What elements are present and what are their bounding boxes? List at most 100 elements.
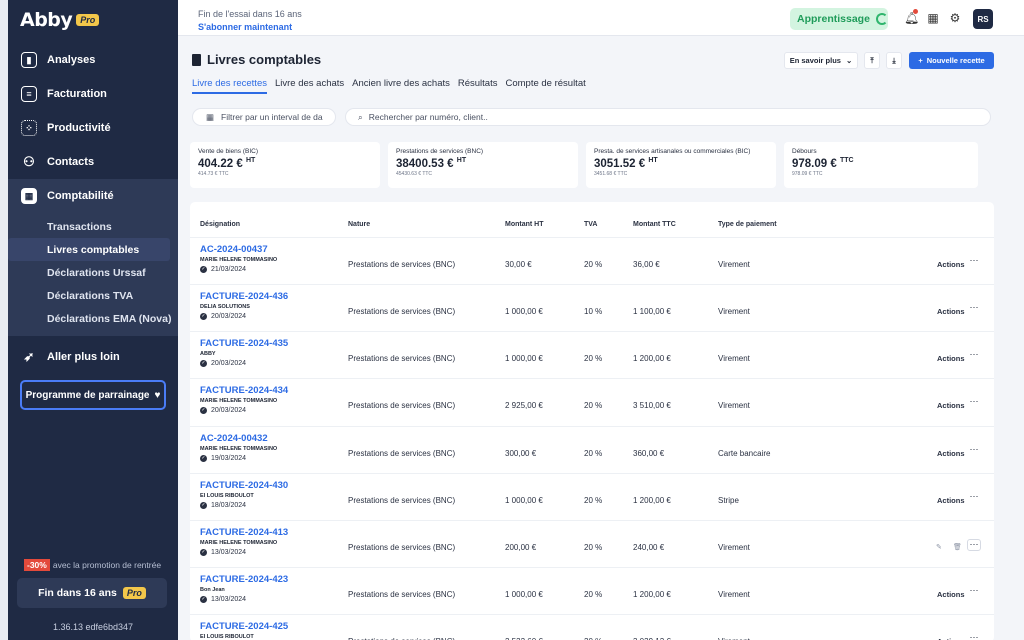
row-amount-ttc: 240,00 € xyxy=(633,543,665,552)
card-label: Vente de biens (BIC) xyxy=(198,148,258,155)
more-icon[interactable]: ⋯ xyxy=(969,255,979,265)
more-icon[interactable]: ⋯ xyxy=(969,396,979,406)
calendar-icon[interactable]: ▦ xyxy=(927,11,939,25)
row-reference[interactable]: FACTURE-2024-436 xyxy=(200,291,289,302)
more-icon[interactable]: ⋯ xyxy=(967,539,981,551)
learn-more-button[interactable]: En savoir plus ⌄ xyxy=(784,52,858,69)
referral-button[interactable]: Programme de parrainage ♥ xyxy=(20,380,166,410)
sidebar: Abby Pro ▮ Analyses ≡ Facturation ⁘ Prod… xyxy=(8,0,178,640)
actions-button[interactable]: Actions xyxy=(937,260,965,269)
card-value: 404.22 € HT xyxy=(198,157,372,170)
actions-button[interactable]: Actions xyxy=(937,637,965,640)
tab-ancien-livre-des-achats[interactable]: Ancien livre des achats xyxy=(352,78,450,89)
check-circle-icon: ✓ xyxy=(200,596,207,603)
subscription-end-button[interactable]: Fin dans 16 ans Pro xyxy=(17,578,167,608)
search-input[interactable]: ⌕ Rechercher par numéro, client.. xyxy=(345,108,991,126)
sidebar-item-aller-plus-loin[interactable]: ➶ Aller plus loin xyxy=(8,340,178,374)
card-value: 3051.52 € HT xyxy=(594,157,768,170)
row-reference[interactable]: FACTURE-2024-413 xyxy=(200,527,289,538)
card-sub: 978.09 € TTC xyxy=(792,170,823,177)
gear-icon[interactable]: ⚙ xyxy=(949,11,961,25)
tab-livre-des-recettes[interactable]: Livre des recettes xyxy=(192,78,267,94)
date-filter-input[interactable]: ▦ Filtrer par un interval de da xyxy=(192,108,336,126)
sidebar-subitem-livres-comptables[interactable]: Livres comptables xyxy=(8,238,170,261)
row-nature: Prestations de services (BNC) xyxy=(348,543,456,552)
sidebar-subitem-declarations-urssaf[interactable]: Déclarations Urssaf xyxy=(47,266,146,279)
download-button[interactable]: ⤓ xyxy=(886,52,902,69)
table-row[interactable]: FACTURE-2024-435 ABBY ✓ 20/03/2024 Prestatio… xyxy=(190,331,994,378)
card-amount: 3051.52 € xyxy=(594,157,646,170)
sidebar-item-contacts[interactable]: ⚇ Contacts xyxy=(8,145,178,179)
topbar: Fin de l'essai dans 16 ans S'abonner mai… xyxy=(178,0,1024,36)
row-reference[interactable]: AC-2024-00437 xyxy=(200,244,268,255)
row-nature: Prestations de services (BNC) xyxy=(348,401,456,410)
subscribe-link[interactable]: S'abonner maintenant xyxy=(198,22,293,32)
row-date: ✓ 13/03/2024 xyxy=(200,596,246,603)
sidebar-subitem-declarations-tva[interactable]: Déclarations TVA xyxy=(47,289,134,302)
check-circle-icon: ✓ xyxy=(200,455,207,462)
table-row[interactable]: FACTURE-2024-423 Bon Jean ✓ 13/03/2024 Prest… xyxy=(190,567,994,614)
row-client: MARIE HELENE TOMMASINO xyxy=(200,257,278,263)
tab-livre-des-achats[interactable]: Livre des achats xyxy=(274,78,345,89)
trash-icon[interactable]: 🗑︎ xyxy=(953,544,962,551)
table-row[interactable]: FACTURE-2024-436 DELIA SOLUTIONS ✓ 20/03/20… xyxy=(190,284,994,331)
row-tva: 20 % xyxy=(584,449,603,458)
actions-button[interactable]: Actions xyxy=(937,496,965,505)
table-row[interactable]: FACTURE-2024-430 EI LOUIS RIBOULOT ✓ 18/03/… xyxy=(190,473,994,520)
sidebar-subitem-transactions[interactable]: Transactions xyxy=(47,220,112,233)
bell-icon[interactable]: 🔔︎ xyxy=(904,11,920,25)
sidebar-item-productivite[interactable]: ⁘ Productivité xyxy=(8,111,178,145)
row-payment: Virement xyxy=(718,307,750,316)
row-tva: 20 % xyxy=(584,496,603,505)
row-nature: Prestations de services (BNC) xyxy=(348,449,456,458)
actions-button[interactable]: Actions xyxy=(937,449,965,458)
avatar[interactable]: RS xyxy=(973,9,993,29)
row-nature: Prestations de services (BNC) xyxy=(348,637,455,640)
invoice-icon: ≡ xyxy=(21,86,37,102)
card-amount: 978.09 € xyxy=(792,157,837,170)
actions-button[interactable]: Actions xyxy=(937,307,965,316)
table-row[interactable]: FACTURE-2024-413 MARIE HELENE TOMMASINO ✓ 1… xyxy=(190,520,994,567)
table-row[interactable]: AC-2024-00432 MARIE HELENE TOMMASINO ✓ 19/0… xyxy=(190,426,994,473)
row-amount-ht: 1 000,00 € xyxy=(505,307,543,316)
table-row[interactable]: AC-2024-00437 MARIE HELENE TOMMASINO ✓ 21/0… xyxy=(190,237,994,284)
tab-resultats[interactable]: Résultats xyxy=(457,78,498,89)
table-row[interactable]: FACTURE-2024-425 EI LOUIS RIBOULOT Prestat… xyxy=(190,614,994,640)
check-circle-icon: ✓ xyxy=(200,266,207,273)
row-reference[interactable]: FACTURE-2024-430 xyxy=(200,480,289,491)
row-reference[interactable]: FACTURE-2024-434 xyxy=(200,385,289,396)
row-reference[interactable]: AC-2024-00432 xyxy=(200,433,268,444)
row-amount-ht: 300,00 € xyxy=(505,449,537,458)
table-row[interactable]: FACTURE-2024-434 MARIE HELENE TOMMASINO ✓ 2… xyxy=(190,378,994,425)
sidebar-item-facturation[interactable]: ≡ Facturation xyxy=(8,77,178,111)
column-header: TVA xyxy=(584,221,598,228)
more-icon[interactable]: ⋯ xyxy=(969,585,979,595)
row-reference[interactable]: FACTURE-2024-425 xyxy=(200,621,289,632)
more-icon[interactable]: ⋯ xyxy=(969,491,979,501)
referral-label: Programme de parrainage xyxy=(25,389,150,401)
card-unit: HT xyxy=(648,157,658,164)
row-payment: Virement xyxy=(718,543,750,552)
upload-button[interactable]: ⤒ xyxy=(864,52,880,69)
more-icon[interactable]: ⋯ xyxy=(969,349,979,359)
more-icon[interactable]: ⋯ xyxy=(969,444,979,454)
row-amount-ht: 2 532,60 € xyxy=(505,637,543,640)
edit-icon[interactable]: ✎ xyxy=(936,544,942,551)
sidebar-item-analyses[interactable]: ▮ Analyses xyxy=(8,43,178,77)
actions-button[interactable]: Actions xyxy=(937,354,965,363)
actions-button[interactable]: Actions xyxy=(937,590,965,599)
promo-line: -30% avec la promotion de rentrée xyxy=(24,559,161,571)
new-receipt-button[interactable]: + Nouvelle recette xyxy=(909,52,994,69)
actions-button[interactable]: Actions xyxy=(937,401,965,410)
tab-compte-de-resultat[interactable]: Compte de résultat xyxy=(505,78,586,89)
more-icon[interactable]: ⋯ xyxy=(969,302,979,312)
row-client: ABBY xyxy=(200,351,216,357)
sidebar-subitem-declarations-ema[interactable]: Déclarations EMA (Nova) xyxy=(47,312,172,325)
sidebar-item-comptabilite[interactable]: ▦ Comptabilité xyxy=(8,179,178,213)
more-icon[interactable]: ⋯ xyxy=(969,632,979,640)
row-client: EI LOUIS RIBOULOT xyxy=(200,634,254,640)
learning-button[interactable]: Apprentissage xyxy=(790,8,888,30)
row-reference[interactable]: FACTURE-2024-435 xyxy=(200,338,289,349)
row-reference[interactable]: FACTURE-2024-423 xyxy=(200,574,289,585)
logo[interactable]: Abby Pro xyxy=(8,0,178,40)
